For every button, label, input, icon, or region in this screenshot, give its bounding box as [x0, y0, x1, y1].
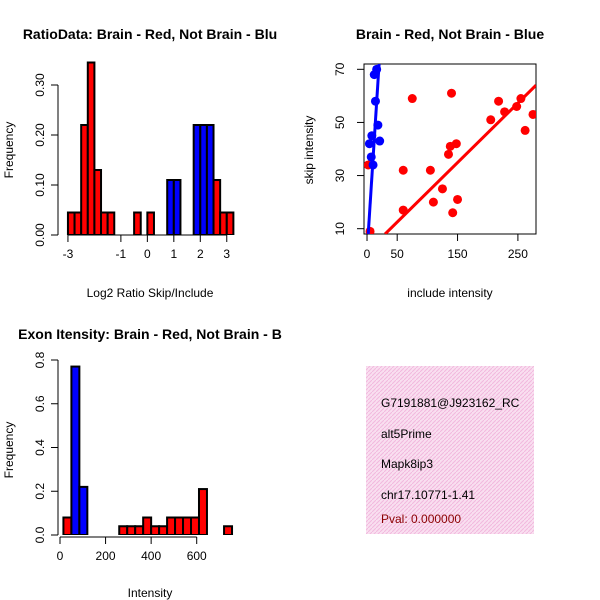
histogram-bar	[197, 488, 208, 535]
y-tick-label: 0.6	[33, 395, 47, 412]
scatter-point	[512, 102, 522, 111]
exon-intensity-histogram: Exon Itensity: Brain - Red, Not Brain - …	[2, 326, 282, 600]
chart-title: Exon Itensity: Brain - Red, Not Brain - …	[18, 326, 282, 342]
scatter-point	[451, 139, 461, 149]
x-axis-label: Intensity	[128, 586, 173, 600]
plot-frame	[363, 63, 537, 235]
chart-title: RatioData: Brain - Red, Not Brain - Blu	[23, 26, 277, 42]
scatter-point	[516, 94, 526, 104]
y-tick-label: 0.30	[33, 73, 47, 97]
scatter-point	[364, 139, 374, 149]
x-tick-label: -1	[116, 247, 127, 261]
histogram-bar	[118, 525, 129, 535]
histogram-bar	[134, 525, 145, 535]
y-tick-label: 0.10	[33, 173, 47, 197]
gene-name: Mapk8ip3	[381, 457, 433, 471]
x-tick-label: 200	[96, 549, 116, 563]
scatter-point	[494, 96, 504, 106]
scatter-point	[407, 94, 417, 104]
scatter-point	[448, 208, 458, 218]
y-tick-label: 0.8	[33, 351, 47, 368]
y-tick-label: 50	[333, 115, 347, 129]
x-tick-label: 50	[391, 247, 405, 261]
y-tick-label: 0.20	[33, 123, 47, 147]
y-tick-label: 0.00	[33, 223, 47, 247]
intensity-scatterplot: Brain - Red, Not Brain - Blue include in…	[302, 26, 544, 300]
histogram-bar	[78, 485, 89, 535]
scatter-point	[425, 165, 435, 175]
histogram-bar	[223, 525, 234, 535]
scatter-point	[373, 120, 383, 130]
scatter-point	[443, 149, 453, 159]
x-tick-label: -3	[63, 247, 74, 261]
y-tick-label: 10	[333, 222, 347, 236]
x-tick-label: 0	[57, 549, 64, 563]
info-panel-background	[366, 366, 534, 534]
scatter-point	[453, 194, 463, 204]
scatter-point	[520, 125, 530, 135]
scatter-point	[398, 165, 408, 175]
y-tick-label: 0.4	[33, 439, 47, 456]
histogram-bar	[150, 525, 161, 535]
y-tick-label: 0.2	[33, 483, 47, 500]
x-tick-label: 400	[141, 549, 161, 563]
scatter-point	[428, 197, 438, 207]
y-tick-label: 70	[333, 62, 347, 76]
y-tick-label: 30	[333, 169, 347, 183]
histogram-bar	[126, 525, 137, 535]
histogram-bar	[142, 516, 153, 535]
x-tick-label: 0	[144, 247, 151, 261]
scatter-point	[486, 115, 496, 125]
x-tick-label: 1	[170, 247, 177, 261]
info-panel: G7191881@J923162_RC alt5Prime Mapk8ip3 c…	[366, 366, 534, 534]
scatter-point	[500, 107, 510, 117]
event-type: alt5Prime	[381, 427, 432, 441]
histogram-bar	[62, 516, 73, 535]
scatter-point	[375, 136, 385, 146]
histogram-bar	[212, 179, 222, 235]
histogram-bar	[146, 211, 155, 235]
x-tick-label: 0	[364, 247, 371, 261]
x-tick-label: 600	[187, 549, 207, 563]
x-axis-label: include intensity	[407, 286, 492, 300]
histogram-bar	[106, 211, 116, 235]
x-tick-label: 150	[448, 247, 468, 261]
p-value: Pval: 0.000000	[381, 512, 461, 526]
x-axis-label: Log2 Ratio Skip/Include	[87, 286, 214, 300]
regression-line	[384, 84, 536, 234]
chart-title: Brain - Red, Not Brain - Blue	[356, 26, 544, 42]
y-axis-label: Frequency	[2, 422, 16, 479]
scatter-point	[368, 160, 378, 170]
scatter-point	[372, 64, 382, 74]
x-tick-label: 2	[197, 247, 204, 261]
probe-id: G7191881@J923162_RC	[381, 396, 520, 410]
scatter-point	[370, 96, 380, 106]
regression-line	[366, 64, 381, 234]
scatter-point	[437, 184, 447, 194]
histogram-bar	[225, 211, 235, 235]
y-axis-label: skip intensity	[302, 116, 316, 185]
ratio-histogram: RatioData: Brain - Red, Not Brain - Blu …	[2, 26, 277, 300]
scatter-point	[366, 152, 376, 162]
histogram-bar	[158, 525, 169, 535]
histogram-bar	[70, 365, 81, 535]
y-tick-label: 0.0	[33, 526, 47, 543]
y-axis-label: Frequency	[2, 122, 16, 179]
histogram-bar	[166, 516, 177, 535]
histogram-bar	[133, 211, 142, 235]
histogram-bar	[182, 516, 193, 535]
scatter-point	[367, 131, 377, 141]
histogram-bar	[172, 179, 182, 235]
histogram-bar	[86, 61, 96, 235]
x-tick-label: 250	[508, 247, 528, 261]
genomic-location: chr17.10771-1.41	[381, 488, 475, 502]
histogram-bar	[190, 516, 200, 535]
scatter-point	[528, 109, 536, 119]
histogram-bar	[93, 169, 103, 235]
x-tick-label: 3	[223, 247, 230, 261]
histogram-bar	[174, 516, 185, 535]
scatter-point	[447, 88, 457, 98]
scatter-point	[398, 205, 408, 215]
